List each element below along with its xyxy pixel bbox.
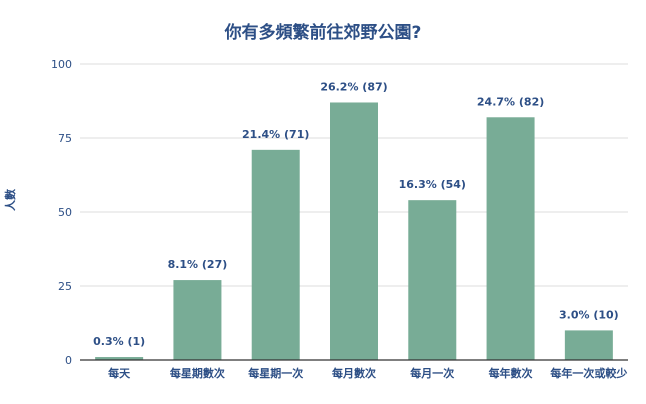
bar <box>173 280 222 360</box>
bar <box>95 357 144 360</box>
x-tick-label: 每星期一次 <box>248 366 303 380</box>
x-tick-label: 每天 <box>108 366 131 380</box>
data-label: 0.3% (1) <box>93 335 145 348</box>
bar <box>408 200 457 360</box>
x-tick-label: 每月一次 <box>410 366 454 380</box>
data-label: 3.0% (10) <box>559 308 619 321</box>
bar <box>486 117 535 360</box>
data-label: 26.2% (87) <box>320 80 387 93</box>
bar <box>330 102 378 360</box>
y-tick-label: 25 <box>58 280 72 293</box>
data-label: 24.7% (82) <box>477 95 544 108</box>
bar <box>564 330 613 360</box>
y-tick-label: 100 <box>51 58 72 71</box>
y-tick-label: 50 <box>58 206 72 219</box>
x-tick-label: 每年數次 <box>489 366 533 380</box>
chart-title: 你有多頻繁前往郊野公園? <box>224 23 422 43</box>
data-label: 21.4% (71) <box>242 128 309 141</box>
data-label: 16.3% (54) <box>399 178 466 191</box>
y-tick-label: 75 <box>58 132 72 145</box>
bar <box>251 149 300 360</box>
y-tick-label: 0 <box>65 354 72 367</box>
x-tick-label: 每年一次或較少 <box>550 366 627 380</box>
data-label: 8.1% (27) <box>168 258 228 271</box>
y-axis-label: 人數 <box>4 189 17 211</box>
x-tick-label: 每月數次 <box>332 366 376 380</box>
x-tick-label: 每星期數次 <box>170 366 225 380</box>
